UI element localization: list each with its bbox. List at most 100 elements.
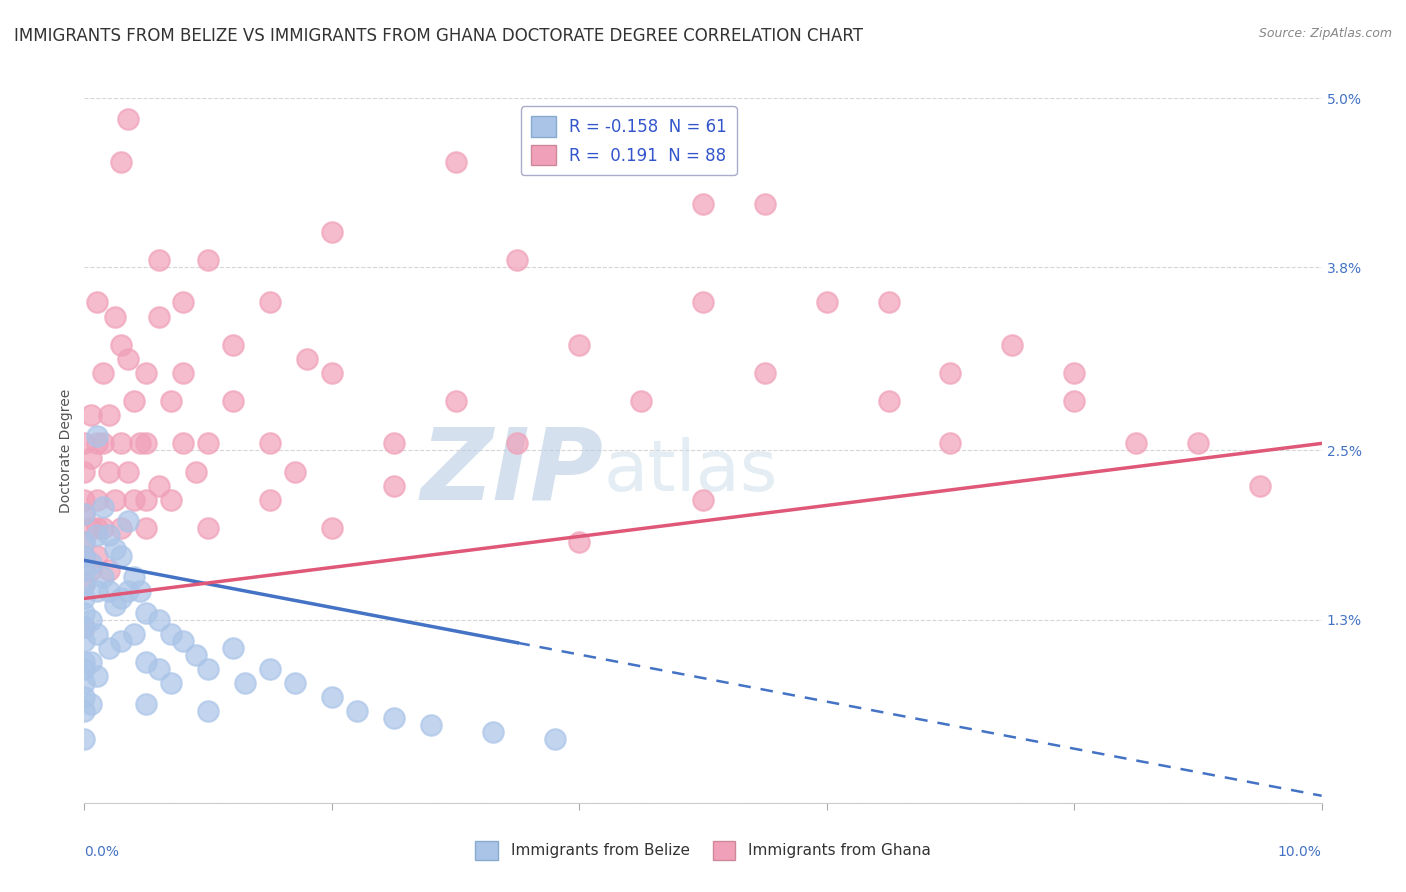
Point <box>284 465 307 479</box>
Point <box>568 535 591 549</box>
Point <box>1187 436 1209 450</box>
Point <box>321 366 343 380</box>
Point <box>73 591 96 606</box>
Point <box>135 521 157 535</box>
Point <box>1063 366 1085 380</box>
Point <box>259 295 281 310</box>
Point <box>233 676 256 690</box>
Point <box>98 465 121 479</box>
Point <box>444 154 467 169</box>
Point <box>321 690 343 705</box>
Point <box>481 725 503 739</box>
Point <box>104 542 127 557</box>
Point <box>104 310 127 324</box>
Point <box>630 394 652 409</box>
Point <box>1125 436 1147 450</box>
Text: Source: ZipAtlas.com: Source: ZipAtlas.com <box>1258 27 1392 40</box>
Point <box>73 606 96 620</box>
Point <box>73 492 96 507</box>
Point <box>382 711 405 725</box>
Point <box>939 366 962 380</box>
Point <box>160 492 183 507</box>
Point <box>86 669 108 683</box>
Point <box>73 633 96 648</box>
Point <box>86 521 108 535</box>
Point <box>1249 478 1271 492</box>
Point <box>110 549 132 564</box>
Point <box>79 556 101 570</box>
Point <box>98 640 121 655</box>
Point <box>73 507 96 521</box>
Point <box>135 436 157 450</box>
Point <box>117 465 139 479</box>
Point <box>815 295 838 310</box>
Point <box>284 676 307 690</box>
Point <box>73 549 96 564</box>
Point <box>939 436 962 450</box>
Point <box>148 478 170 492</box>
Point <box>91 570 114 584</box>
Point <box>73 577 96 591</box>
Point <box>222 640 245 655</box>
Point <box>117 514 139 528</box>
Point <box>73 436 96 450</box>
Point <box>197 521 219 535</box>
Point <box>321 225 343 239</box>
Point <box>321 521 343 535</box>
Point <box>506 436 529 450</box>
Point <box>135 655 157 669</box>
Point <box>506 253 529 268</box>
Point <box>122 394 145 409</box>
Point <box>184 465 207 479</box>
Text: ZIP: ZIP <box>420 423 605 520</box>
Point <box>148 310 170 324</box>
Point <box>79 409 101 423</box>
Point <box>73 619 96 633</box>
Point <box>98 563 121 577</box>
Point <box>692 295 714 310</box>
Point <box>568 338 591 352</box>
Point <box>79 613 101 627</box>
Point <box>86 436 108 450</box>
Point <box>73 732 96 747</box>
Point <box>754 366 776 380</box>
Point <box>135 366 157 380</box>
Point <box>91 521 114 535</box>
Point <box>122 626 145 640</box>
Point <box>444 394 467 409</box>
Point <box>172 366 194 380</box>
Point <box>73 535 96 549</box>
Point <box>122 570 145 584</box>
Point <box>79 697 101 711</box>
Point <box>129 436 152 450</box>
Point <box>160 676 183 690</box>
Point <box>86 626 108 640</box>
Point <box>172 633 194 648</box>
Point <box>79 563 101 577</box>
Point <box>73 549 96 564</box>
Point <box>86 584 108 599</box>
Point <box>148 253 170 268</box>
Point <box>346 704 368 718</box>
Point <box>104 599 127 613</box>
Point <box>86 429 108 443</box>
Point <box>543 732 565 747</box>
Point <box>129 584 152 599</box>
Point <box>135 492 157 507</box>
Point <box>148 662 170 676</box>
Point <box>73 662 96 676</box>
Point <box>73 563 96 577</box>
Point <box>117 584 139 599</box>
Point <box>110 591 132 606</box>
Point <box>222 338 245 352</box>
Legend: Immigrants from Belize, Immigrants from Ghana: Immigrants from Belize, Immigrants from … <box>470 835 936 865</box>
Point <box>91 500 114 514</box>
Text: 0.0%: 0.0% <box>84 845 120 859</box>
Point <box>86 528 108 542</box>
Point <box>197 253 219 268</box>
Point <box>91 436 114 450</box>
Text: atlas: atlas <box>605 437 779 506</box>
Point <box>117 112 139 127</box>
Point <box>259 436 281 450</box>
Point <box>98 584 121 599</box>
